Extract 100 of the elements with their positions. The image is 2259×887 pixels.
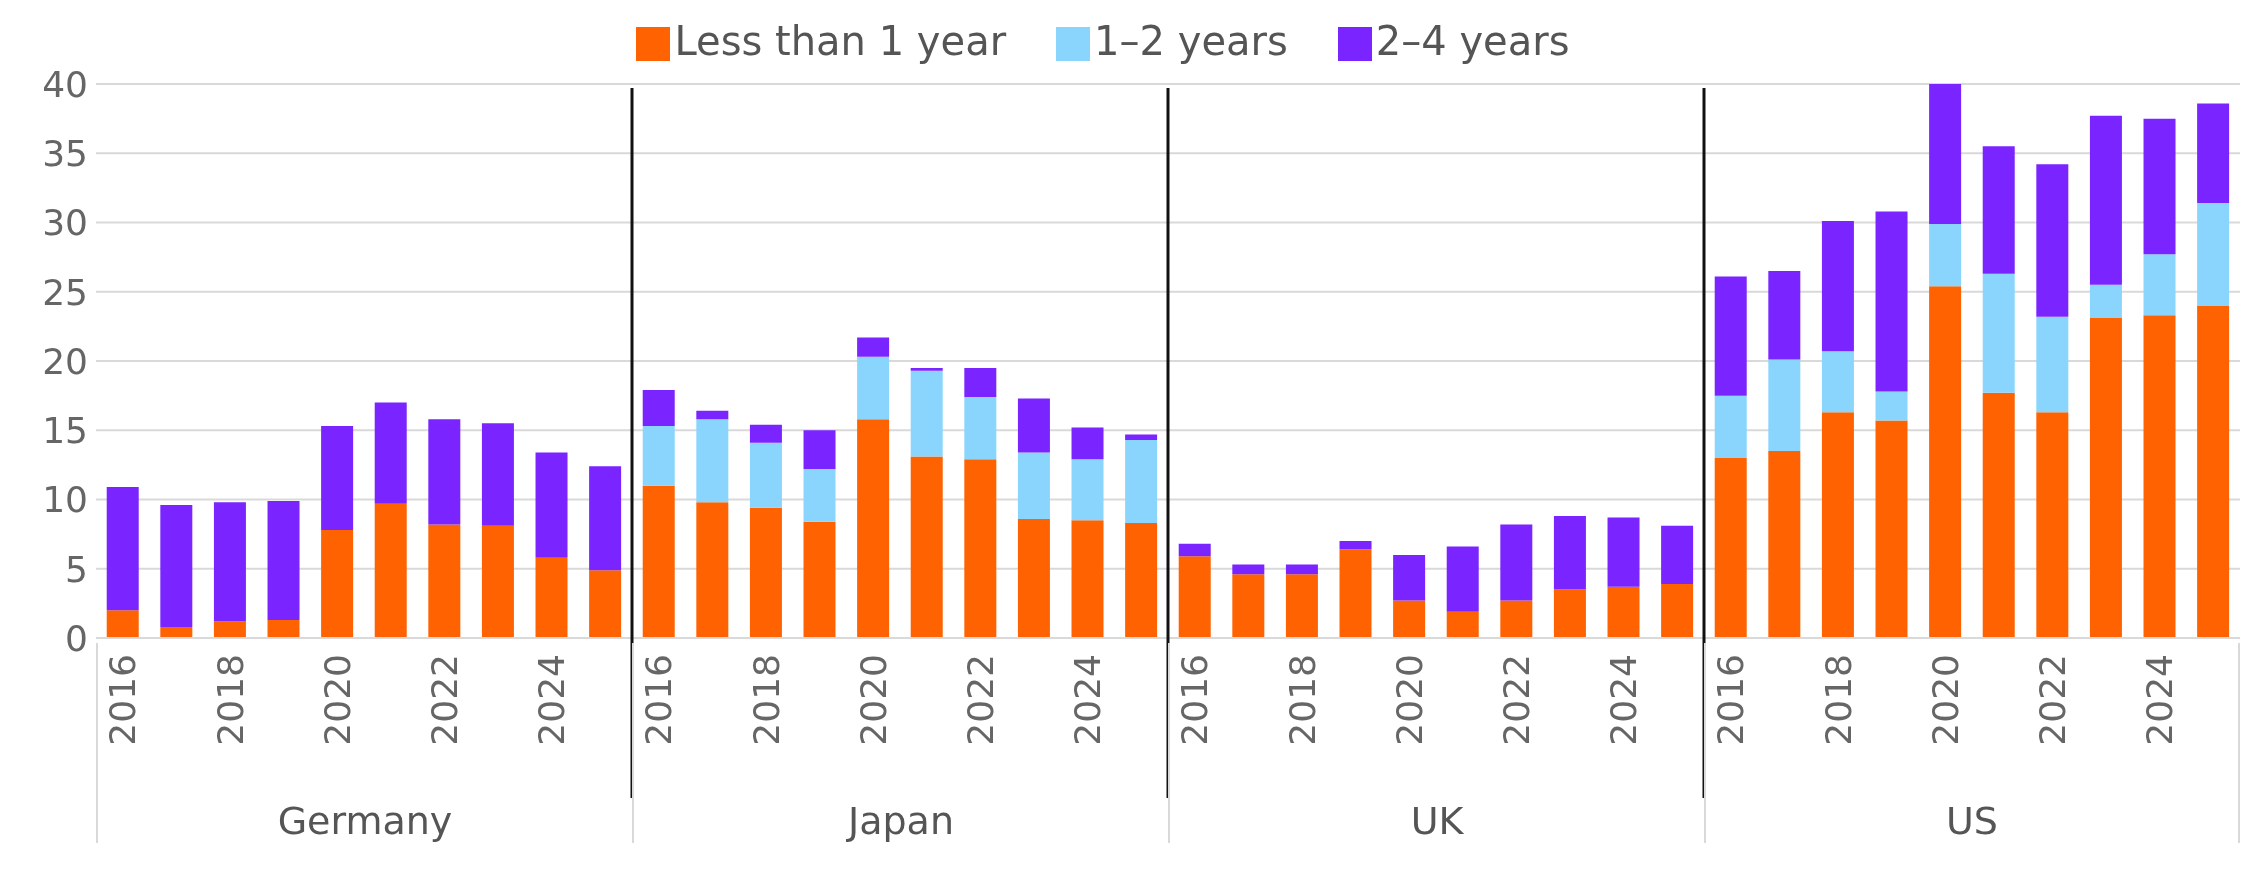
y-tick-label: 0 <box>65 617 88 659</box>
bar <box>1661 525 1694 584</box>
bar <box>106 487 139 611</box>
bar <box>1929 223 1962 287</box>
x-tick-label: 2024 <box>1603 654 1645 746</box>
bar <box>696 410 729 420</box>
bar <box>2036 412 2069 638</box>
bar <box>1285 574 1318 638</box>
bar <box>2089 318 2122 638</box>
bar <box>1607 517 1640 587</box>
bar <box>2143 254 2176 316</box>
bar <box>910 456 943 638</box>
bar <box>1125 439 1158 524</box>
x-tick-label: 2020 <box>316 654 358 746</box>
bar <box>267 500 300 620</box>
bar <box>2197 203 2230 306</box>
bar <box>2143 118 2176 255</box>
text: Germany <box>276 799 454 843</box>
x-tick-label: 2020 <box>1924 654 1966 746</box>
x-tick-label: 2022 <box>423 654 465 746</box>
text: US <box>1945 799 1999 843</box>
bar <box>1446 611 1479 638</box>
x-tick-label: 2016 <box>1710 654 1752 746</box>
x-tick-label: 2018 <box>209 654 251 746</box>
bar <box>428 524 461 638</box>
bar <box>1929 286 1962 638</box>
bar <box>1768 359 1801 452</box>
y-tick-label: 35 <box>42 133 88 175</box>
bar <box>803 430 836 470</box>
bar <box>1285 564 1318 575</box>
bar <box>321 426 354 530</box>
bar <box>267 620 300 638</box>
bar <box>964 459 997 638</box>
y-tick-label: 5 <box>65 548 88 590</box>
x-tick-label: 2020 <box>852 654 894 746</box>
bar <box>857 356 890 420</box>
bar <box>1500 600 1533 638</box>
bar <box>1553 516 1586 590</box>
bar <box>106 610 139 638</box>
x-tick-label: 2016 <box>1174 654 1216 746</box>
bar <box>1821 412 1854 638</box>
text: Japan <box>845 799 955 843</box>
bar <box>481 423 514 526</box>
bar <box>1339 541 1372 550</box>
text: UK <box>1409 799 1465 843</box>
bar <box>1553 589 1586 638</box>
bar <box>910 370 943 457</box>
bar <box>1071 427 1104 460</box>
bar <box>642 485 675 638</box>
bar <box>1982 146 2015 274</box>
x-tick-label: 2024 <box>531 654 573 746</box>
x-tick-label: 2020 <box>1388 654 1430 746</box>
bar <box>2197 305 2230 638</box>
x-tick-label: 2022 <box>1495 654 1537 746</box>
bar <box>321 529 354 638</box>
bar <box>642 426 675 486</box>
bar <box>374 503 407 638</box>
bar <box>1446 546 1479 612</box>
bar <box>1821 221 1854 352</box>
x-tick-label: 2016 <box>102 654 144 746</box>
legend-label: 2–4 years <box>1375 18 1570 64</box>
bar <box>1982 273 2015 393</box>
bar <box>213 502 246 622</box>
bar <box>1017 452 1050 519</box>
bar <box>1017 398 1050 453</box>
x-tick-label: 2024 <box>2139 654 2181 746</box>
y-tick-label: 40 <box>42 63 88 105</box>
bar <box>589 570 622 638</box>
bar <box>749 424 782 443</box>
bar <box>803 469 836 522</box>
bar <box>1982 392 2015 638</box>
bar <box>749 442 782 508</box>
bar <box>1232 564 1265 575</box>
y-tick-label: 10 <box>42 479 88 521</box>
y-tick-label: 20 <box>42 340 88 382</box>
bar <box>374 402 407 504</box>
bar <box>803 521 836 638</box>
bar <box>1178 556 1211 638</box>
bar <box>535 452 568 558</box>
y-tick-label: 30 <box>42 202 88 244</box>
bar <box>2036 164 2069 317</box>
bar <box>857 337 890 357</box>
bar <box>1875 391 1908 421</box>
bar <box>2197 103 2230 204</box>
y-tick-label: 25 <box>42 271 88 313</box>
legend-label: Less than 1 year <box>674 18 1007 64</box>
bar <box>1393 554 1426 601</box>
x-tick-label: 2018 <box>1281 654 1323 746</box>
bar <box>857 419 890 638</box>
x-tick-label: 2024 <box>1067 654 1109 746</box>
bar <box>1339 549 1372 638</box>
bar <box>1607 586 1640 638</box>
bar <box>1875 211 1908 392</box>
y-tick-label: 15 <box>42 410 88 452</box>
bar <box>1768 270 1801 360</box>
bar <box>1714 395 1747 458</box>
bar <box>1821 351 1854 413</box>
bar <box>1125 523 1158 638</box>
bar <box>1714 276 1747 396</box>
bar <box>1929 84 1962 224</box>
